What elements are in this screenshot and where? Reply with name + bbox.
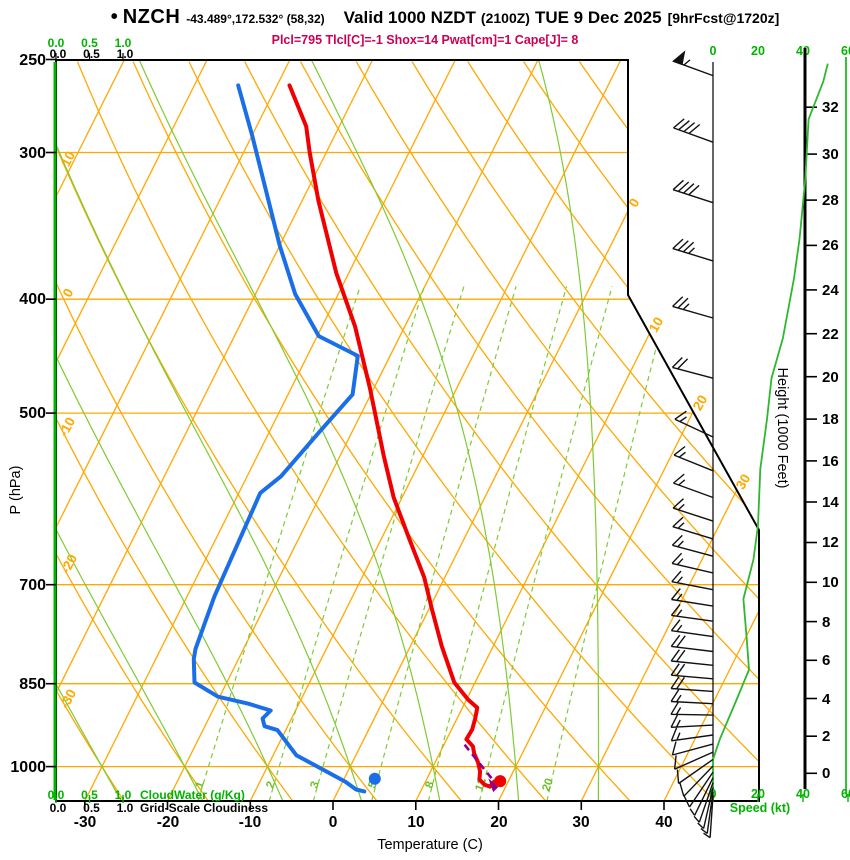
svg-text:60: 60 <box>841 787 850 801</box>
svg-text:40: 40 <box>655 814 672 831</box>
svg-text:700: 700 <box>19 577 46 594</box>
wind-speed-profile <box>712 63 829 793</box>
dewpoint-curve <box>191 83 367 794</box>
svg-text:20: 20 <box>540 777 556 793</box>
svg-text:10: 10 <box>822 574 839 591</box>
parcel-trace <box>463 743 498 785</box>
svg-text:20: 20 <box>490 814 507 831</box>
svg-text:8: 8 <box>423 779 437 790</box>
svg-text:30: 30 <box>822 146 839 163</box>
svg-text:32: 32 <box>822 99 839 116</box>
surface-temp-dot <box>494 775 507 788</box>
svg-text:26: 26 <box>822 237 839 254</box>
svg-text:1.0: 1.0 <box>115 788 132 802</box>
station-bullet-icon: • <box>110 6 118 28</box>
pressure-axis-label: P (hPa) <box>8 466 24 515</box>
svg-text:1000: 1000 <box>10 759 46 776</box>
svg-text:0: 0 <box>329 814 338 831</box>
svg-text:-20: -20 <box>157 814 179 831</box>
svg-text:0.5: 0.5 <box>81 788 98 802</box>
svg-text:1.0: 1.0 <box>117 47 134 61</box>
temperature-axis-label: Temperature (C) <box>377 837 483 853</box>
svg-text:0.0: 0.0 <box>50 47 67 61</box>
svg-text:18: 18 <box>822 411 839 428</box>
svg-text:20: 20 <box>690 392 711 413</box>
speed-scale: 00202040406060Speed (kt) <box>710 44 850 815</box>
svg-text:1: 1 <box>193 779 207 790</box>
svg-text:10: 10 <box>646 314 667 335</box>
svg-text:40: 40 <box>796 44 810 58</box>
svg-text:30: 30 <box>572 814 589 831</box>
temperature-tick-labels: -30 -20 -10 0 10 20 30 40 <box>74 814 673 831</box>
svg-text:1.0: 1.0 <box>115 36 132 50</box>
svg-text:60: 60 <box>841 44 850 58</box>
svg-text:0.5: 0.5 <box>83 801 100 815</box>
temperature-curve <box>287 83 497 789</box>
svg-text:3: 3 <box>308 780 321 790</box>
svg-text:24: 24 <box>822 282 839 299</box>
svg-text:30: 30 <box>733 471 754 492</box>
svg-text:1.0: 1.0 <box>117 801 134 815</box>
plot-frame <box>46 53 760 810</box>
valid-time: Valid 1000 NZDT <box>343 8 476 27</box>
svg-text:250: 250 <box>19 52 46 69</box>
svg-text:Speed (kt): Speed (kt) <box>730 801 790 815</box>
svg-text:20: 20 <box>751 44 765 58</box>
svg-text:12: 12 <box>473 777 489 793</box>
valid-date: TUE 9 Dec 2025 <box>534 8 662 27</box>
cloudwater-scale: 0.00.00.50.51.01.00.00.00.50.51.01.0Clou… <box>48 36 269 815</box>
svg-text:-30: -30 <box>74 814 96 831</box>
svg-text:6: 6 <box>822 652 830 669</box>
station-coords: -43.489°,172.532° (58,32) <box>186 12 325 26</box>
pressure-tick-labels: 250 300 400 500 700 850 1000 <box>10 52 46 776</box>
svg-text:300: 300 <box>19 145 46 162</box>
surface-dewpoint-dot <box>368 772 381 785</box>
svg-text:0.0: 0.0 <box>50 801 67 815</box>
valid-zulu: (2100Z) <box>480 10 530 26</box>
svg-text:28: 28 <box>822 192 839 209</box>
svg-text:20: 20 <box>822 369 839 386</box>
svg-text:0.5: 0.5 <box>83 47 100 61</box>
svg-text:CloudWater (g/Kg): CloudWater (g/Kg) <box>140 788 245 802</box>
svg-text:-10: -10 <box>239 814 261 831</box>
svg-text:0: 0 <box>822 765 830 782</box>
svg-text:16: 16 <box>822 453 839 470</box>
svg-text:10: 10 <box>58 149 78 169</box>
svg-text:Grid-Scale Cloudiness: Grid-Scale Cloudiness <box>140 801 268 815</box>
svg-text:2: 2 <box>264 780 277 790</box>
svg-text:22: 22 <box>822 326 839 343</box>
forecast-ref: [9hrFcst@1720z] <box>667 10 780 26</box>
station-code: NZCH <box>122 6 181 28</box>
svg-text:0.0: 0.0 <box>48 788 65 802</box>
sounding-params: Plcl=795 Tlcl[C]=-1 Shox=14 Pwat[cm]=1 C… <box>271 33 579 47</box>
grid-lines <box>56 60 759 801</box>
wind-barbs <box>670 50 714 839</box>
svg-text:8: 8 <box>822 614 830 631</box>
svg-text:500: 500 <box>19 405 46 422</box>
mixing-ratio-labels: 1 2 3 5 8 12 20 <box>193 777 556 793</box>
height-axis-label: Height (1000 Feet) <box>774 368 790 489</box>
svg-text:0.5: 0.5 <box>81 36 98 50</box>
svg-text:4: 4 <box>822 691 831 708</box>
svg-text:0: 0 <box>710 44 717 58</box>
parcel-arrowhead <box>488 778 499 793</box>
svg-text:14: 14 <box>822 494 839 511</box>
svg-text:0.0: 0.0 <box>48 36 65 50</box>
svg-text:850: 850 <box>19 676 46 693</box>
svg-text:10: 10 <box>407 814 424 831</box>
svg-text:2: 2 <box>822 728 830 745</box>
svg-text:5: 5 <box>366 779 380 790</box>
chart-title: • NZCH -43.489°,172.532° (58,32) Valid 1… <box>40 6 850 29</box>
svg-text:12: 12 <box>822 534 839 551</box>
svg-text:400: 400 <box>19 291 46 308</box>
